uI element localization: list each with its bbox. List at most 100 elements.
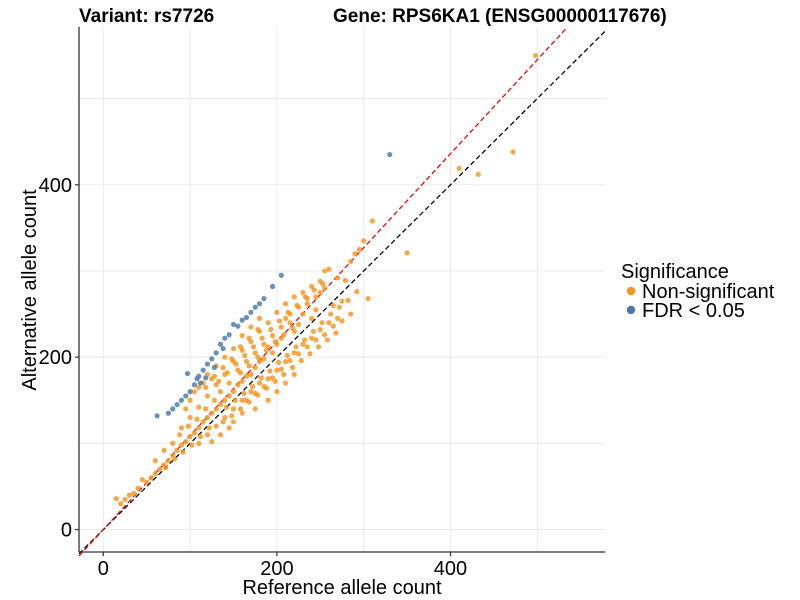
point-non-significant bbox=[345, 297, 351, 303]
point-non-significant bbox=[313, 337, 319, 343]
x-tick-label: 200 bbox=[260, 558, 293, 580]
point-non-significant bbox=[255, 326, 261, 333]
point-non-significant bbox=[170, 440, 176, 446]
point-non-significant bbox=[171, 456, 178, 462]
point-non-significant bbox=[239, 410, 245, 416]
point-non-significant bbox=[189, 442, 195, 448]
point-non-significant bbox=[310, 328, 316, 334]
point-non-significant bbox=[249, 383, 256, 390]
point-non-significant bbox=[258, 375, 264, 381]
point-non-significant bbox=[174, 447, 180, 453]
x-tick-label: 0 bbox=[98, 558, 109, 580]
point-non-significant bbox=[248, 371, 254, 378]
point-non-significant bbox=[191, 430, 198, 436]
point-non-significant bbox=[204, 393, 211, 399]
point-non-significant bbox=[268, 326, 274, 333]
point-non-significant bbox=[232, 397, 238, 403]
point-fdr bbox=[222, 335, 228, 341]
legend-marker-non-significant bbox=[626, 286, 636, 296]
point-fdr bbox=[213, 350, 219, 356]
legend-label-fdr: FDR < 0.05 bbox=[642, 300, 745, 322]
point-non-significant bbox=[197, 433, 204, 440]
point-fdr bbox=[217, 341, 224, 347]
point-non-significant bbox=[187, 414, 193, 421]
point-fdr bbox=[256, 301, 263, 307]
point-non-significant bbox=[243, 358, 250, 365]
reference-line-identity bbox=[78, 30, 606, 555]
point-non-significant bbox=[272, 339, 278, 345]
point-non-significant bbox=[291, 350, 297, 356]
point-non-significant bbox=[183, 439, 189, 445]
point-non-significant bbox=[289, 325, 296, 331]
point-non-significant bbox=[369, 218, 375, 224]
point-non-significant bbox=[226, 425, 232, 431]
x-tick-label: 400 bbox=[434, 558, 467, 580]
point-non-significant bbox=[187, 433, 193, 440]
point-non-significant bbox=[252, 350, 258, 356]
point-non-significant bbox=[203, 384, 209, 390]
point-non-significant bbox=[322, 332, 328, 338]
point-fdr bbox=[187, 389, 193, 395]
point-fdr bbox=[200, 367, 206, 373]
point-non-significant bbox=[211, 373, 218, 379]
point-non-significant bbox=[152, 470, 158, 477]
point-non-significant bbox=[237, 370, 244, 376]
point-non-significant bbox=[230, 406, 237, 412]
point-non-significant bbox=[237, 344, 244, 350]
point-fdr bbox=[211, 364, 218, 371]
point-non-significant bbox=[307, 351, 313, 357]
point-non-significant bbox=[309, 335, 315, 341]
point-non-significant bbox=[276, 318, 283, 324]
point-non-significant bbox=[226, 380, 232, 386]
point-non-significant bbox=[300, 311, 306, 317]
point-non-significant bbox=[185, 423, 191, 429]
point-fdr bbox=[230, 321, 237, 328]
point-non-significant bbox=[267, 368, 273, 374]
point-non-significant bbox=[217, 432, 224, 438]
point-non-significant bbox=[261, 341, 267, 347]
point-non-significant bbox=[330, 323, 336, 329]
point-non-significant bbox=[229, 356, 235, 362]
point-non-significant bbox=[326, 320, 332, 326]
point-fdr bbox=[278, 272, 284, 278]
point-non-significant bbox=[281, 371, 287, 378]
point-fdr bbox=[170, 406, 176, 412]
point-non-significant bbox=[230, 345, 237, 352]
point-non-significant bbox=[309, 315, 315, 321]
point-non-significant bbox=[265, 320, 271, 326]
point-fdr bbox=[203, 375, 209, 381]
point-non-significant bbox=[304, 301, 310, 307]
point-non-significant bbox=[296, 351, 302, 357]
point-non-significant bbox=[220, 364, 226, 371]
point-non-significant bbox=[320, 281, 326, 287]
point-non-significant bbox=[243, 373, 250, 379]
point-non-significant bbox=[282, 315, 289, 321]
point-non-significant bbox=[144, 479, 150, 485]
point-fdr bbox=[204, 361, 211, 367]
point-fdr bbox=[165, 410, 172, 416]
point-non-significant bbox=[191, 389, 198, 395]
point-non-significant bbox=[139, 476, 145, 483]
point-non-significant bbox=[157, 466, 163, 472]
point-non-significant bbox=[265, 397, 271, 403]
point-fdr bbox=[209, 356, 215, 362]
point-non-significant bbox=[296, 321, 302, 328]
point-non-significant bbox=[281, 332, 287, 338]
point-non-significant bbox=[456, 165, 462, 171]
point-non-significant bbox=[356, 246, 362, 253]
point-non-significant bbox=[248, 389, 254, 395]
point-non-significant bbox=[328, 311, 334, 317]
point-non-significant bbox=[217, 389, 224, 395]
point-non-significant bbox=[333, 330, 339, 336]
point-non-significant bbox=[339, 298, 345, 304]
point-non-significant bbox=[194, 416, 200, 422]
point-non-significant bbox=[317, 289, 323, 296]
point-non-significant bbox=[276, 359, 282, 365]
point-non-significant bbox=[322, 268, 328, 274]
point-non-significant bbox=[237, 406, 244, 412]
point-non-significant bbox=[209, 439, 215, 445]
point-non-significant bbox=[294, 302, 300, 309]
point-non-significant bbox=[203, 406, 209, 412]
point-non-significant bbox=[261, 383, 267, 390]
y-tick-label: 0 bbox=[61, 520, 72, 542]
